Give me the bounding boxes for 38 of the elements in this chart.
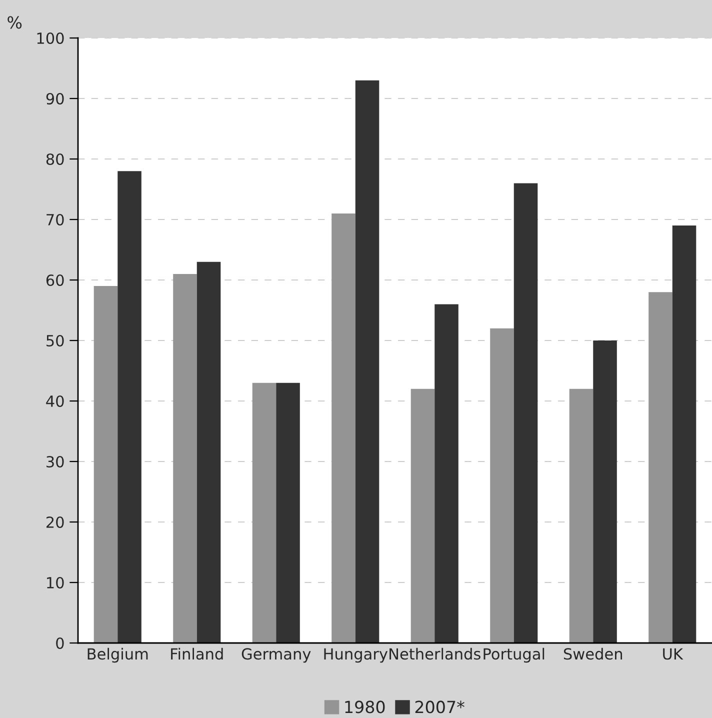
- y-tick-label: 30: [46, 456, 64, 468]
- x-tick-label: Netherlands: [390, 648, 480, 660]
- x-tick-label: Portugal: [484, 648, 544, 663]
- bar: [593, 340, 617, 643]
- x-tick-label: Belgium: [88, 648, 148, 663]
- bar: [569, 388, 594, 643]
- bar: [355, 80, 380, 643]
- bar: [648, 292, 672, 643]
- bar: [94, 286, 118, 643]
- x-tick-label: UK: [663, 648, 684, 660]
- bar: [514, 183, 538, 643]
- x-tick-label: Germany: [242, 648, 311, 663]
- y-tick-label: 40: [46, 395, 64, 408]
- y-axis-title: %: [8, 16, 22, 29]
- x-tick-label: Sweden: [564, 648, 622, 660]
- bar: [252, 382, 276, 643]
- y-tick-label: 10: [47, 576, 64, 589]
- y-tick-label: 20: [46, 516, 64, 528]
- legend-label: 1980: [345, 700, 385, 714]
- bar: [410, 388, 435, 643]
- y-tick-label: 60: [46, 274, 64, 286]
- x-tick-label: Finland: [171, 648, 223, 660]
- legend-label: 2007*: [415, 700, 464, 714]
- y-tick-label: 70: [46, 214, 64, 226]
- bar: [434, 304, 458, 643]
- y-tick-label: 50: [46, 334, 64, 347]
- bar: [276, 382, 300, 643]
- bar: [196, 262, 221, 643]
- x-tick-label: Hungary: [324, 648, 388, 663]
- bar: [672, 226, 696, 643]
- bar: [118, 171, 142, 643]
- y-tick-label: 0: [56, 637, 64, 650]
- bar: [332, 213, 356, 643]
- bar: [173, 274, 197, 643]
- y-tick-label: 80: [46, 153, 64, 166]
- y-tick-label: 100: [37, 32, 64, 44]
- y-tick-label: 90: [46, 92, 64, 105]
- bar: [490, 328, 514, 643]
